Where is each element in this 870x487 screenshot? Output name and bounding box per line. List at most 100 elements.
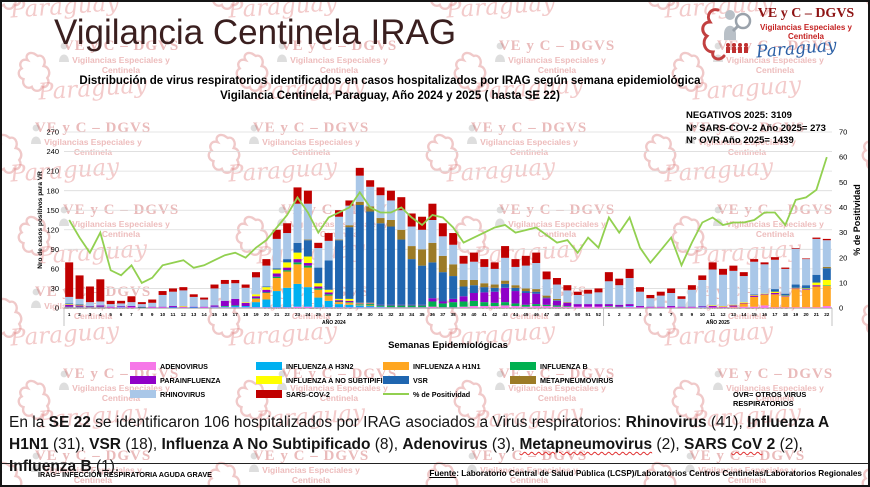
people-icons	[726, 43, 748, 53]
bar-segment	[148, 302, 157, 307]
bar-segment	[781, 293, 790, 296]
bar-segment	[760, 294, 769, 306]
summary-segment: (1).	[91, 458, 120, 475]
legend-item: ADENOVIRUS	[130, 362, 256, 371]
bar-segment	[220, 300, 229, 307]
bar-segment	[552, 300, 561, 306]
bar-segment	[490, 302, 499, 307]
week-tick-label: 1	[608, 312, 611, 317]
bar-segment	[480, 266, 489, 284]
bar-segment	[646, 298, 655, 307]
bar-segment	[283, 259, 292, 263]
bar-segment	[418, 216, 427, 230]
bar-segment	[345, 225, 354, 228]
bar-segment	[480, 283, 489, 288]
bar-segment	[272, 307, 281, 308]
bar-segment	[449, 298, 458, 303]
bar-segment	[85, 307, 94, 308]
bar-segment	[490, 284, 499, 288]
bar-segment	[719, 306, 728, 307]
bar-segment	[449, 233, 458, 245]
week-tick-label: 10	[700, 312, 706, 317]
bar-segment	[324, 294, 333, 296]
bar-segment	[252, 307, 260, 308]
bar-segment	[262, 293, 271, 300]
bar-segment	[625, 268, 634, 279]
legend-swatch	[510, 362, 536, 370]
bar-segment	[750, 296, 759, 307]
bar-segment	[293, 187, 302, 204]
bar-segment	[231, 283, 240, 299]
bar-segment	[760, 294, 769, 295]
bar-segment	[127, 307, 136, 308]
bar-segment	[65, 303, 74, 305]
bar-segment	[303, 265, 312, 268]
week-tick-label: 15	[752, 312, 758, 317]
bar-segment	[293, 306, 302, 308]
bar-segment	[542, 298, 551, 305]
y-left-tick-label: 30	[51, 284, 59, 293]
bar-segment	[397, 304, 406, 306]
bar-segment	[822, 285, 831, 286]
week-tick-label: 25	[316, 312, 322, 317]
bar-segment	[158, 307, 167, 308]
bar-segment	[802, 289, 811, 290]
bar-segment	[459, 255, 468, 264]
bar-segment	[106, 306, 115, 308]
bar-segment	[335, 239, 344, 241]
bar-segment	[355, 167, 364, 176]
bar-segment	[117, 303, 126, 307]
bar-segment	[501, 302, 510, 306]
bar-segment	[106, 307, 115, 308]
chart-subtitle: Distribución de virus respiratorios iden…	[2, 74, 778, 104]
legend-item: PARAINFLUENZA	[130, 376, 256, 385]
bar-segment	[781, 267, 790, 269]
bar-segment	[345, 304, 354, 308]
bar-segment	[459, 301, 468, 307]
bar-segment	[542, 297, 551, 299]
bar-segment	[117, 306, 126, 308]
bar-segment	[438, 301, 447, 304]
bar-segment	[791, 289, 800, 308]
bar-segment	[594, 288, 603, 293]
bar-segment	[677, 296, 686, 299]
week-tick-label: 32	[388, 312, 394, 317]
bar-segment	[262, 287, 271, 290]
bar-segment	[252, 277, 260, 295]
bar-segment	[231, 298, 240, 306]
bar-segment	[480, 306, 489, 308]
bar-segment	[584, 306, 593, 308]
y-left-tick-label: 180	[46, 186, 59, 195]
bar-segment	[189, 296, 198, 307]
week-tick-label: 24	[305, 312, 311, 317]
bar-segment	[739, 303, 748, 307]
bar-segment	[625, 306, 634, 308]
bar-segment	[106, 304, 115, 307]
bar-segment	[750, 294, 759, 295]
bar-segment	[241, 302, 250, 307]
legend-swatch	[130, 376, 156, 384]
week-tick-label: 48	[554, 312, 560, 317]
bar-segment	[656, 306, 665, 308]
bar-segment	[262, 259, 271, 266]
bar-segment	[802, 258, 811, 260]
bar-segment	[324, 260, 333, 290]
bar-segment	[220, 306, 229, 308]
bar-segment	[75, 306, 84, 308]
bar-segment	[469, 252, 478, 262]
bar-segment	[521, 265, 530, 289]
summary-segment: VSR	[89, 436, 121, 453]
bar-segment	[407, 226, 416, 247]
bar-segment	[781, 268, 790, 294]
bar-segment	[542, 295, 551, 298]
week-tick-label: 47	[544, 312, 550, 317]
bar-segment	[459, 306, 468, 308]
bar-segment	[179, 287, 188, 291]
bar-segment	[791, 284, 800, 288]
bar-segment	[220, 307, 229, 308]
bar-segment	[480, 287, 489, 293]
bar-segment	[812, 282, 821, 286]
bar-segment	[210, 306, 219, 308]
bar-segment	[137, 304, 146, 307]
bar-segment	[573, 306, 582, 308]
